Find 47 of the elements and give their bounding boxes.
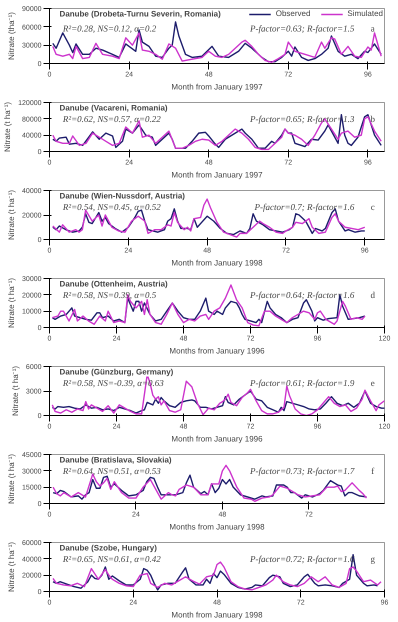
annotation: a <box>370 23 375 34</box>
line-series <box>52 464 368 502</box>
annotation: g <box>370 554 376 564</box>
line-series <box>52 21 382 62</box>
chart-title: Danube (Ottenheim, Austria) <box>60 280 168 288</box>
annotation: b <box>370 114 376 124</box>
annotation: P-factor=0.64; R-factor=1.6 <box>248 290 355 300</box>
y-axis-title: Nitrate (t ha⁻¹) <box>7 190 16 240</box>
x-axis-title: Month from January 1996 <box>171 434 264 444</box>
x-axis-title: Month from January 1997 <box>171 82 264 92</box>
y-axis-title: Nitrate (t ha⁻¹) <box>10 366 20 416</box>
legend-label: Observed <box>276 9 310 18</box>
x-axis-title: Month from January 1998 <box>171 610 264 620</box>
x-axis-title: Months from January 1998 <box>169 522 266 532</box>
annotation: R²=0.58, NS=0.39, α=0.5 <box>62 290 157 300</box>
y-axis-title: Nitrate (tha⁻¹) <box>7 12 16 60</box>
chart-title: Danube (Vacareni, Romania) <box>60 104 168 112</box>
y-axis-title: Nitrate (t ha⁻¹) <box>7 454 16 504</box>
annotation: R²=0.64, NS=0.51, α=0.53 <box>62 466 162 476</box>
chart-title: Danube (Bratislava, Slovakia) <box>60 456 172 464</box>
x-axis-title: Months from January 1996 <box>169 346 266 356</box>
annotation: e <box>370 378 375 388</box>
chart-title: Danube (Wien-Nussdorf, Austria) <box>60 192 186 200</box>
x-axis-title: Month from January 1998 <box>171 258 264 268</box>
line-series <box>52 390 384 414</box>
annotation: P-factor=0.63; R-factor=1.5 <box>248 23 355 34</box>
annotation: f <box>371 466 374 476</box>
legend-label: Simulated <box>347 9 383 18</box>
chart-title: Danube (Drobeta-Turnu Severin, Romania) <box>60 10 222 18</box>
annotation: d <box>370 290 376 300</box>
annotation: P-factor=0.61; R-factor=1.9 <box>248 378 355 388</box>
annotation: c <box>370 202 375 212</box>
chart-title: Danube (Günzburg, Germany) <box>60 368 174 376</box>
y-axis-title: Nitrate (t ha⁻¹) <box>7 542 16 592</box>
annotation: R²=0.28, NS=0.12, α=0.2 <box>62 23 157 34</box>
annotation: R²=0.65, NS=0.61, α=0.42 <box>62 554 162 564</box>
line-series <box>52 554 378 591</box>
line-series <box>52 32 382 63</box>
annotation: R²=0.54, NS=0.45, α=0.52 <box>62 202 162 212</box>
y-axis-title: Nitrate (t ha⁻¹) <box>7 278 16 328</box>
chart-title: Danube (Szobe, Hungary) <box>60 544 158 552</box>
annotation: P-factor=0.7; R-factor=1.6 <box>253 202 355 212</box>
y-axis-title: Nitrate (t ha⁻¹) <box>3 102 12 152</box>
annotation: P-factor=0.73; R-factor=1.7 <box>248 466 355 476</box>
annotation: R²=0.62, NS=0.57, α=0.22 <box>62 114 162 124</box>
x-axis-title: Month from January 1997 <box>171 170 264 180</box>
line-series <box>52 474 368 500</box>
